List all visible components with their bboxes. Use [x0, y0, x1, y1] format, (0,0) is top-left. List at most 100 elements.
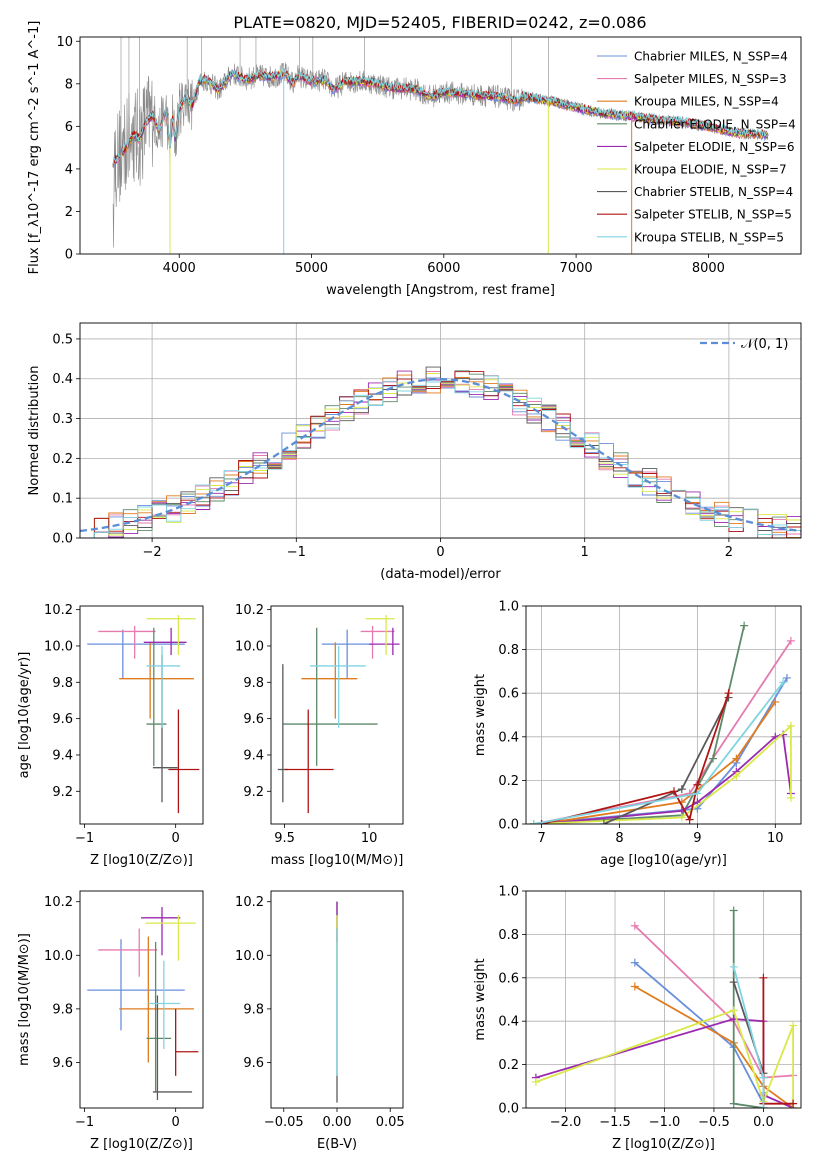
massweight_vs_age-xlabel: age [log10(age/yr)]	[600, 853, 727, 868]
y-tick-label: 0.6	[498, 687, 519, 702]
mass-weight-marker	[599, 820, 608, 824]
x-tick-label: −1	[287, 545, 306, 560]
mass-weight-marker	[732, 772, 741, 781]
age_vs_Z-xlabel: Z [log10(Z/Z⊙)]	[90, 853, 193, 868]
x-tick-label: −2.0	[550, 1115, 582, 1130]
x-tick-label: 8000	[692, 261, 725, 276]
age_vs_Z-frame	[79, 605, 204, 825]
mass-weight-marker	[786, 721, 795, 730]
age_vs_Z-ylabel: age [log10(age/yr)]	[17, 652, 32, 779]
y-tick-label: 0.6	[498, 971, 519, 986]
mass-weight-line-s_miles	[634, 925, 794, 1079]
legend-label: Salpeter MILES, N_SSP=3	[634, 72, 787, 86]
y-tick-label: 0.5	[52, 332, 73, 347]
x-tick-label: −2	[143, 545, 162, 560]
x-tick-label: 8	[615, 831, 623, 846]
y-tick-label: 0.0	[498, 1102, 519, 1117]
age_vs_mass-series	[277, 615, 400, 814]
x-tick-label: 1	[581, 545, 589, 560]
y-tick-label: 2	[65, 205, 73, 220]
mass-weight-marker	[630, 958, 639, 967]
y-tick-label: 9.6	[243, 1056, 264, 1071]
mass-weight-marker	[729, 906, 738, 915]
massweight_vs_Z-frame	[525, 890, 802, 1109]
normal-curve	[80, 377, 801, 533]
mass-weight-marker	[759, 1073, 768, 1082]
y-tick-label: 10.0	[235, 639, 264, 654]
y-tick-label: 0.3	[52, 412, 73, 427]
y-tick-label: 0.4	[498, 730, 519, 745]
x-tick-label: 7	[537, 831, 545, 846]
mass-weight-marker	[759, 973, 768, 982]
axes-mass_vs_ebv: −0.05 0.00 0.05 9.6 9.8 10.0 10.2	[235, 895, 405, 1130]
x-tick-label: 0.00	[323, 1115, 352, 1130]
mass-weight-marker	[693, 789, 702, 798]
axes-residuals: −2 −1 0 1 2 0.0 0.1 0.2 0.3 0.4 0.5	[52, 323, 801, 560]
mass-weight-marker	[630, 921, 639, 930]
y-tick-label: 9.6	[52, 712, 73, 727]
y-tick-label: 10.0	[44, 639, 73, 654]
y-tick-label: 6	[65, 120, 73, 135]
axes-mass_vs_Z: −1 0 9.6 9.8 10.0 10.2	[44, 895, 180, 1130]
mass-weight-marker	[537, 820, 546, 824]
y-tick-label: 0.0	[52, 532, 73, 547]
y-tick-label: 0	[65, 248, 73, 263]
x-tick-label: 7000	[560, 261, 593, 276]
y-tick-label: 9.8	[243, 1002, 264, 1017]
histogram-k_stelib	[80, 375, 801, 538]
x-tick-label: 10	[361, 831, 378, 846]
x-tick-label: 5000	[295, 261, 328, 276]
spectrum-ylabel: Flux [f_λ10^-17 erg cm^-2 s^-1 A^-1]	[27, 21, 42, 275]
mass-weight-marker	[729, 962, 738, 971]
age_vs_Z-series	[87, 615, 200, 814]
mass_vs_Z-frame	[79, 890, 204, 1109]
mass-weight-marker	[786, 636, 795, 645]
y-tick-label: 0.1	[52, 492, 73, 507]
mass-weight-line-k_miles	[541, 701, 777, 824]
massweight_vs_age-frame	[525, 605, 802, 825]
x-tick-label: 0.05	[376, 1115, 405, 1130]
x-tick-label: −1	[75, 1115, 94, 1130]
y-tick-label: 8	[65, 77, 73, 92]
mass-weight-marker	[740, 621, 749, 630]
y-tick-label: 10.2	[44, 895, 73, 910]
mass-weight-marker	[693, 780, 702, 789]
y-tick-label: 0.4	[52, 372, 73, 387]
x-tick-label: −1.0	[649, 1115, 681, 1130]
x-tick-label: −1	[75, 831, 94, 846]
mass_vs_Z-series	[87, 907, 199, 1100]
massweight_vs_Z-series	[531, 906, 798, 1108]
mass-weight-marker	[771, 697, 780, 706]
legend-label: Kroupa STELIB, N_SSP=5	[634, 230, 784, 244]
massweight_vs_Z-xlabel: Z [log10(Z/Z⊙)]	[612, 1137, 715, 1152]
histogram-series	[80, 366, 801, 538]
mass_vs_Z-xlabel: Z [log10(Z/Z⊙)]	[90, 1137, 193, 1152]
y-tick-label: 9.6	[243, 712, 264, 727]
axes-massweight_vs_Z: −2.0 −1.5 −1.0 −0.5 0.0 0.0 0.2 0.4 0.6 0.8 1.0	[498, 885, 801, 1130]
mass_vs_ebv-frame	[270, 890, 404, 1109]
y-tick-label: 10.0	[44, 949, 73, 964]
mass-weight-marker	[779, 678, 788, 687]
mass-weight-line-s_miles	[533, 640, 792, 824]
legend-label: 𝒩(0, 1)	[741, 337, 788, 352]
mass-weight-marker	[724, 689, 733, 698]
x-tick-label: 0	[172, 1115, 180, 1130]
y-tick-label: 4	[65, 162, 73, 177]
age_vs_mass-xlabel: mass [log10(M/M⊙)]	[271, 853, 404, 868]
mass-weight-line-k_miles	[634, 985, 794, 1108]
mass-weight-marker	[708, 754, 717, 763]
mass-weight-line-s_stelib	[762, 977, 794, 1105]
axes-massweight_vs_age: 7 8 9 10 0.0 0.2 0.4 0.6 0.8 1.0	[498, 600, 801, 846]
x-tick-label: −1.5	[599, 1115, 631, 1130]
x-tick-label: 0	[172, 831, 180, 846]
y-tick-label: 10	[56, 35, 73, 50]
massweight_vs_Z-ylabel: mass weight	[473, 958, 488, 1040]
legend-label: Salpeter STELIB, N_SSP=5	[634, 208, 792, 222]
legend-label: Chabrier ELODIE, N_SSP=4	[634, 117, 796, 131]
massweight_vs_age-series	[529, 621, 795, 824]
mass-weight-marker	[677, 813, 686, 822]
x-tick-label: 9	[693, 831, 701, 846]
residuals-frame	[79, 322, 802, 539]
mass-weight-marker	[685, 815, 694, 824]
